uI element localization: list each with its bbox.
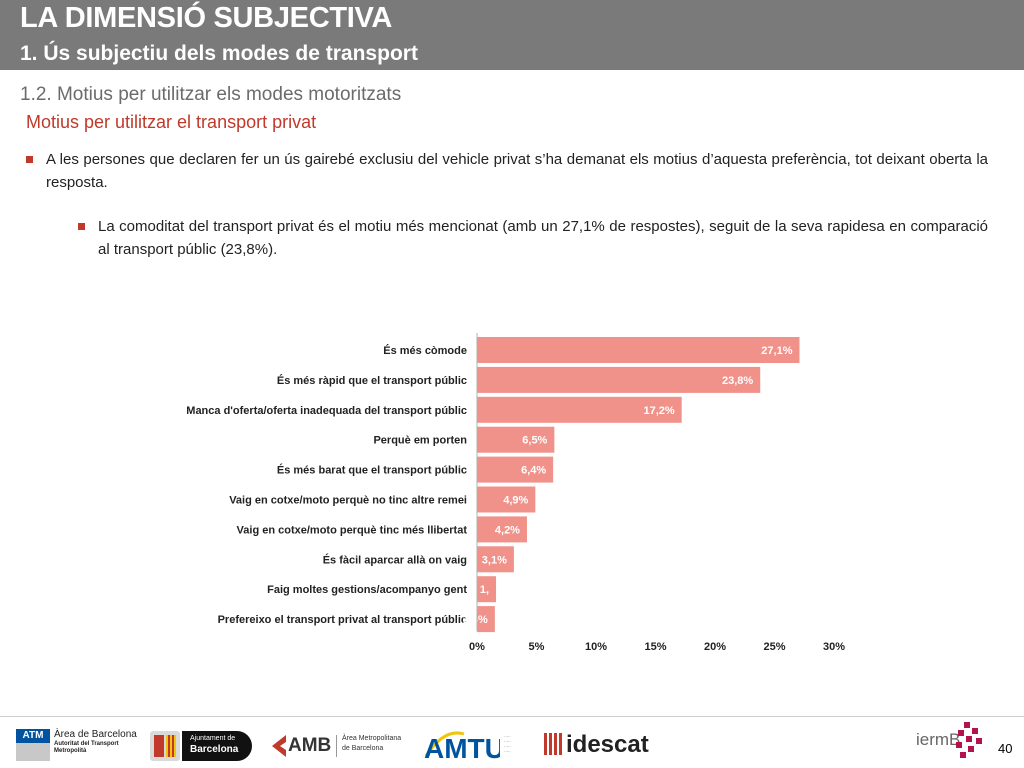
page-number: 40 [998,741,1013,756]
category-label: Vaig en cotxe/moto perquè tinc més llibe… [237,524,468,536]
data-label: 1, [480,584,489,596]
category-label: És més ràpid que el transport públic [277,374,467,387]
ajuntament-text-2: Barcelona [190,744,239,755]
page-subtitle: 1. Ús subjectiu dels modes de transport [20,42,418,65]
data-label: 6,4% [521,465,546,477]
bullet-2: La comoditat del transport privat és el … [78,215,988,261]
page-title: LA DIMENSIÓ SUBJECTIVA [20,2,393,34]
bullet-2-text: La comoditat del transport privat és el … [98,218,988,258]
idescat-logo-icon [544,733,564,755]
atm-logo-mark: ATM [16,729,50,743]
amb-logo-text: AMB [288,735,332,756]
bullet-square-icon [26,156,33,163]
bar [477,456,554,483]
bar [477,366,761,393]
title-bar: LA DIMENSIÓ SUBJECTIVA 1. Ús subjectiu d… [0,0,1024,70]
x-tick-label: 5% [529,641,545,653]
amtu-logo-small-text: ····· ····· ····· ····· [504,734,511,754]
data-label: 27,1% [761,345,792,357]
amtu-logo: AMTU ····· ····· ····· ····· [424,726,534,762]
subsection-title: Motius per utilitzar el transport privat [26,112,317,132]
amb-logo-sub-1: Àrea Metropolitana [342,735,402,742]
iermb-logo-text: iermB [916,730,961,749]
data-label: 1,5% [463,614,488,626]
amtu-logo-mark: AMTU [424,731,500,762]
x-tick-label: 30% [823,641,845,653]
ajuntament-shield-icon [150,731,180,761]
bar [477,606,495,633]
bar [477,516,527,543]
category-label: És més còmode [383,344,467,357]
bar [477,576,497,603]
category-label: Perquè em porten [373,435,467,447]
x-tick-label: 25% [763,641,785,653]
data-label: 6,5% [522,435,547,447]
category-label: Manca d'oferta/oferta inadequada del tra… [186,405,467,417]
bullet-square-icon [78,223,85,230]
amb-logo-sub-2: de Barcelona [342,745,384,752]
bar [477,486,536,513]
x-tick-label: 10% [585,641,607,653]
amb-chevron-icon [272,735,286,757]
amb-logo-divider [336,735,337,757]
x-tick-label: 20% [704,641,726,653]
bar [477,546,514,573]
atm-logo-block [16,743,50,761]
ajuntament-wordmark: Ajuntament de Barcelona [182,731,252,761]
category-label: És fàcil aparcar allà on vaig [323,553,467,566]
data-label: 23,8% [722,375,753,387]
atm-logo-text-1: Àrea de Barcelona [54,729,137,740]
bullet-1-text: A les persones que declaren fer un ús ga… [46,151,988,191]
data-label: 4,2% [495,524,520,536]
category-label: Faig moltes gestions/acompanyo gent [267,584,467,596]
ajuntament-text-1: Ajuntament de [190,735,236,742]
footer-divider [0,716,1024,717]
x-tick-label: 15% [644,641,666,653]
iermb-logo-mark [956,722,982,758]
category-label: Vaig en cotxe/moto perquè no tinc altre … [229,495,467,507]
bar [477,337,800,363]
data-label: 4,9% [503,495,528,507]
bullet-1: A les persones que declaren fer un ús ga… [26,148,988,194]
data-label: 17,2% [643,405,674,417]
x-tick-label: 0% [469,641,485,653]
idescat-logo-text: idescat [566,731,649,758]
bar [477,396,682,423]
data-label: 3,1% [482,554,507,566]
section-title: 1.2. Motius per utilitzar els modes moto… [20,84,402,105]
atm-logo-text-2: Autoritat del Transport Metropolità [54,741,119,754]
category-label: És més barat que el transport públic [277,464,467,477]
category-label: Prefereixo el transport privat al transp… [218,614,467,626]
amtu-logo-text: AMTU [424,733,500,762]
bar [477,426,555,453]
